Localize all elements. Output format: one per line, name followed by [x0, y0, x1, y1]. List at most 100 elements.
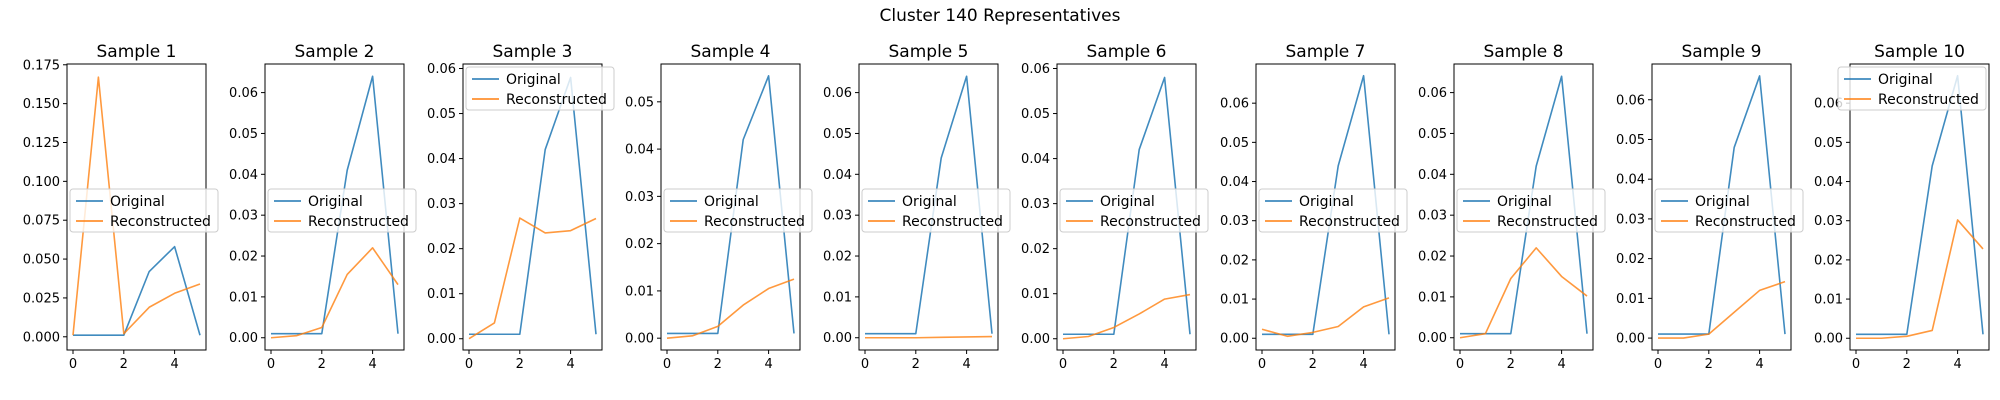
y-tick-label: 0.125 — [23, 136, 60, 151]
axes-frame — [1849, 63, 1990, 351]
x-tick-label: 2 — [120, 357, 128, 372]
legend-frame — [1456, 188, 1606, 233]
legend-label: Original — [110, 194, 165, 210]
y-tick-label: 0.02 — [1814, 253, 1843, 268]
y-tick-label: 0.04 — [823, 168, 852, 183]
x-tick-label: 4 — [1755, 357, 1763, 372]
y-tick-label: 0.01 — [1021, 287, 1050, 302]
y-tick-label: 0.01 — [625, 284, 654, 299]
y-tick-label: 0.04 — [1814, 175, 1843, 190]
x-tick-label: 4 — [1953, 357, 1961, 372]
x-tick-label: 2 — [1110, 357, 1118, 372]
x-tick-label: 2 — [1309, 357, 1317, 372]
series-line-original — [469, 76, 597, 336]
x-tick-label: 0 — [69, 357, 77, 372]
y-tick-label: 0.04 — [1220, 175, 1249, 190]
x-tick-label: 0 — [663, 357, 671, 372]
y-tick-label: 0.050 — [23, 253, 60, 268]
series-line-reconstructed — [1062, 293, 1191, 340]
y-tick-label: 0.03 — [625, 190, 654, 205]
y-tick-label: 0.03 — [229, 209, 258, 224]
x-tick-label: 0 — [1852, 357, 1860, 372]
y-tick-label: 0.00 — [229, 331, 258, 346]
subplot-title: Sample 6 — [1087, 42, 1167, 62]
y-tick-label: 0.06 — [823, 86, 852, 101]
y-tick-label: 0.01 — [823, 290, 852, 305]
y-tick-label: 0.04 — [1616, 173, 1645, 188]
legend-label: Reconstructed — [704, 214, 805, 230]
legend-label: Reconstructed — [902, 214, 1003, 230]
legend-frame — [1258, 188, 1408, 233]
y-tick-label: 0.06 — [1814, 97, 1843, 112]
subplot-5: Sample 5 0.00 0.01 0.02 0.03 0.04 0.05 0.06 0 2 4 O… — [823, 42, 1011, 372]
subplot-4: Sample 4 0.00 0.01 0.02 0.03 0.04 0.05 0 2 4 Origi… — [625, 42, 813, 372]
series-line-original — [1856, 74, 1984, 336]
series-line-original — [271, 75, 399, 335]
y-tick-label: 0.01 — [427, 287, 456, 302]
legend-frame — [861, 188, 1011, 233]
y-tick-label: 0.02 — [823, 250, 852, 265]
x-tick-label: 2 — [318, 357, 326, 372]
legend-label: Original — [506, 72, 561, 88]
y-tick-label: 0.00 — [1021, 332, 1050, 347]
subplot-3: Sample 3 0.00 0.01 0.02 0.03 0.04 0.05 0.06 0 2 4 O… — [427, 42, 615, 372]
y-tick-label: 0.03 — [1418, 209, 1447, 224]
series-line-original — [73, 245, 201, 337]
y-tick-label: 0.00 — [1418, 331, 1447, 346]
legend: Original Reconstructed — [1059, 188, 1209, 233]
y-tick-label: 0.01 — [1220, 293, 1249, 308]
legend-frame — [69, 188, 219, 233]
series-line-original — [667, 75, 795, 335]
subplot-title: Sample 2 — [295, 42, 375, 62]
x-tick-label: 2 — [912, 357, 920, 372]
y-tick-label: 0.075 — [23, 214, 60, 229]
y-tick-label: 0.00 — [427, 332, 456, 347]
y-tick-label: 0.03 — [823, 209, 852, 224]
subplot-9: Sample 9 0.00 0.01 0.02 0.03 0.04 0.05 0.06 0 2 4 O… — [1616, 42, 1804, 372]
y-tick-label: 0.025 — [23, 291, 60, 306]
y-tick-label: 0.01 — [1616, 292, 1645, 307]
y-tick-label: 0.00 — [1220, 332, 1249, 347]
series-line-original — [865, 75, 993, 335]
series-line-original — [1063, 76, 1191, 336]
y-tick-label: 0.02 — [1616, 252, 1645, 267]
series-line-reconstructed — [1856, 219, 1984, 340]
y-tick-label: 0.04 — [229, 168, 258, 183]
subplot-7: Sample 7 0.00 0.01 0.02 0.03 0.04 0.05 0.06 0 2 4 O… — [1220, 42, 1408, 372]
x-tick-label: 4 — [1557, 357, 1565, 372]
subplot-8: Sample 8 0.00 0.01 0.02 0.03 0.04 0.05 0.06 0 2 4 O… — [1418, 42, 1606, 372]
y-tick-label: 0.06 — [1616, 93, 1645, 108]
subplot-title: Sample 3 — [493, 42, 573, 62]
y-tick-label: 0.175 — [23, 58, 60, 73]
legend: Original Reconstructed — [1654, 188, 1804, 233]
legend-frame — [1837, 66, 1987, 111]
y-tick-label: 0.05 — [1814, 136, 1843, 151]
x-tick-label: 4 — [170, 357, 178, 372]
y-tick-label: 0.06 — [229, 86, 258, 101]
legend-frame — [1654, 188, 1804, 233]
y-tick-label: 0.03 — [1814, 214, 1843, 229]
y-tick-label: 0.00 — [1616, 332, 1645, 347]
subplot-title: Sample 8 — [1484, 42, 1564, 62]
y-tick-label: 0.01 — [1814, 293, 1843, 308]
series-line-original — [1658, 75, 1786, 335]
legend-label: Original — [902, 194, 957, 210]
subplot-10: Sample 10 0.00 0.01 0.02 0.03 0.04 0.05 0.06 0 2 4… — [1814, 42, 1990, 372]
x-tick-label: 4 — [368, 357, 376, 372]
x-tick-label: 0 — [1456, 357, 1464, 372]
y-tick-label: 0.01 — [229, 290, 258, 305]
x-tick-label: 0 — [267, 357, 275, 372]
y-tick-label: 0.01 — [1418, 290, 1447, 305]
y-tick-label: 0.03 — [1616, 212, 1645, 227]
x-tick-label: 4 — [1359, 357, 1367, 372]
y-tick-label: 0.02 — [1021, 242, 1050, 257]
y-tick-label: 0.04 — [625, 143, 654, 158]
legend-label: Original — [1100, 194, 1155, 210]
x-tick-label: 2 — [516, 357, 524, 372]
y-tick-label: 0.100 — [23, 175, 60, 190]
legend-frame — [465, 66, 615, 111]
subplot-title: Sample 5 — [889, 42, 969, 62]
y-tick-label: 0.00 — [625, 332, 654, 347]
subplot-title: Sample 1 — [97, 42, 177, 62]
y-tick-label: 0.00 — [823, 331, 852, 346]
